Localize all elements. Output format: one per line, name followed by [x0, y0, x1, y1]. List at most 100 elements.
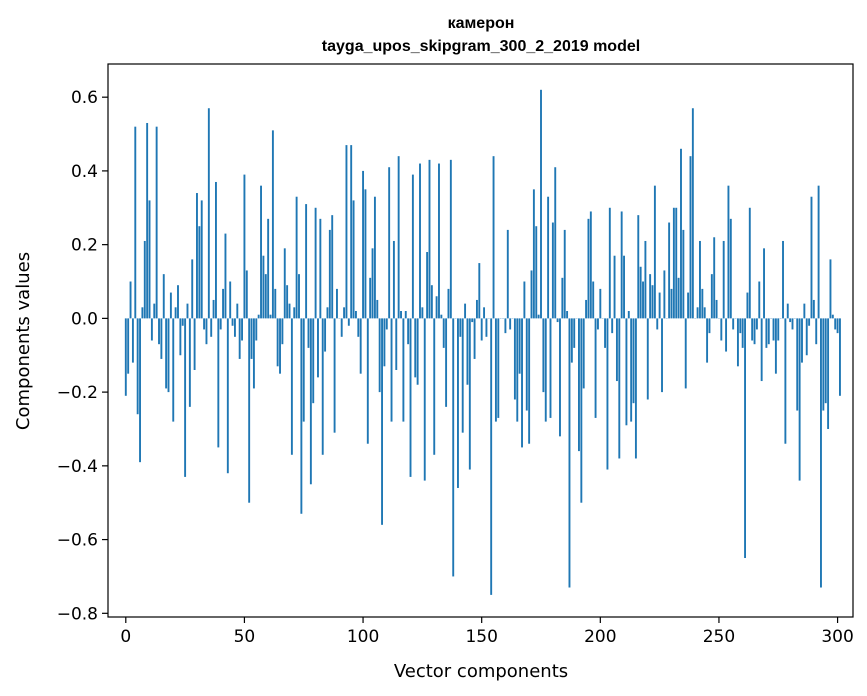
bar [124, 318, 127, 396]
x-tick-label: 50 [234, 627, 256, 647]
bar [193, 318, 196, 370]
y-tick-label: −0.4 [57, 457, 98, 477]
bar [746, 292, 749, 319]
bar [587, 218, 590, 319]
bar [563, 229, 566, 319]
bar [347, 318, 350, 326]
bar [288, 303, 291, 319]
bar [388, 167, 391, 319]
bar [267, 218, 270, 319]
bar [222, 288, 225, 319]
bar [141, 307, 144, 319]
bar [219, 318, 222, 330]
bar [255, 318, 258, 341]
bar [642, 281, 644, 319]
bar [129, 281, 132, 319]
bar [549, 318, 552, 418]
bar [143, 240, 146, 319]
bar [302, 318, 305, 422]
bar [426, 252, 429, 319]
bar [494, 318, 497, 422]
bar [755, 318, 758, 330]
bar [290, 318, 293, 455]
bar [298, 274, 300, 319]
bar [224, 233, 227, 319]
bar [827, 318, 830, 429]
bar [127, 318, 130, 374]
bar [352, 200, 355, 319]
bar [381, 318, 383, 525]
bar [131, 318, 134, 363]
bar [580, 318, 583, 503]
bar [613, 255, 616, 319]
bar [397, 156, 400, 319]
bar [371, 248, 374, 319]
bar [689, 156, 692, 319]
x-tick-label: 0 [120, 627, 131, 647]
bar [566, 311, 569, 319]
bar [215, 181, 217, 319]
bar [172, 318, 175, 422]
bar [829, 259, 832, 319]
bar [608, 207, 611, 319]
bar [701, 288, 704, 319]
bar [824, 318, 827, 404]
x-axis-label: Vector components [394, 661, 568, 682]
bar [468, 318, 471, 470]
bar [634, 318, 637, 459]
bar [319, 218, 322, 319]
bar [675, 207, 678, 319]
bar [364, 189, 367, 319]
bar [592, 281, 595, 319]
bar [784, 318, 787, 444]
bar [181, 318, 184, 326]
bar [782, 240, 784, 319]
bar [295, 196, 298, 319]
bar [366, 318, 369, 444]
bar [798, 318, 801, 481]
bar [257, 314, 260, 319]
bar [174, 307, 177, 319]
bar [658, 292, 661, 319]
bar [649, 274, 652, 319]
bar [732, 318, 735, 330]
bar [513, 318, 516, 400]
bar [644, 240, 647, 319]
bar [656, 318, 659, 330]
bar [309, 318, 312, 485]
bar [729, 218, 732, 319]
bar [409, 318, 412, 477]
bar [207, 108, 210, 319]
bar [269, 314, 272, 319]
bar [307, 318, 310, 348]
bar [414, 318, 417, 378]
bar [262, 255, 265, 319]
bar [457, 318, 459, 488]
y-tick-label: −0.2 [57, 383, 98, 403]
bar [179, 318, 182, 356]
bar [786, 303, 789, 319]
bar [727, 185, 730, 319]
bar [632, 318, 635, 404]
bar [165, 318, 168, 389]
y-axis-label: Components values [13, 252, 34, 430]
bar [419, 163, 421, 319]
bar [542, 318, 545, 393]
y-tick-label: 0.6 [71, 88, 98, 108]
bar [248, 318, 251, 503]
bar [765, 318, 768, 348]
bar [663, 270, 666, 319]
bar [276, 318, 279, 367]
bars-group [124, 89, 841, 595]
bar [699, 240, 701, 319]
x-tick-label: 150 [465, 627, 497, 647]
y-tick-label: 0.0 [71, 309, 98, 329]
bar [480, 318, 483, 341]
bar [606, 318, 609, 470]
bar [703, 307, 706, 319]
bar [305, 204, 308, 319]
bar [186, 303, 189, 319]
bar [459, 318, 462, 337]
bar [184, 318, 187, 477]
